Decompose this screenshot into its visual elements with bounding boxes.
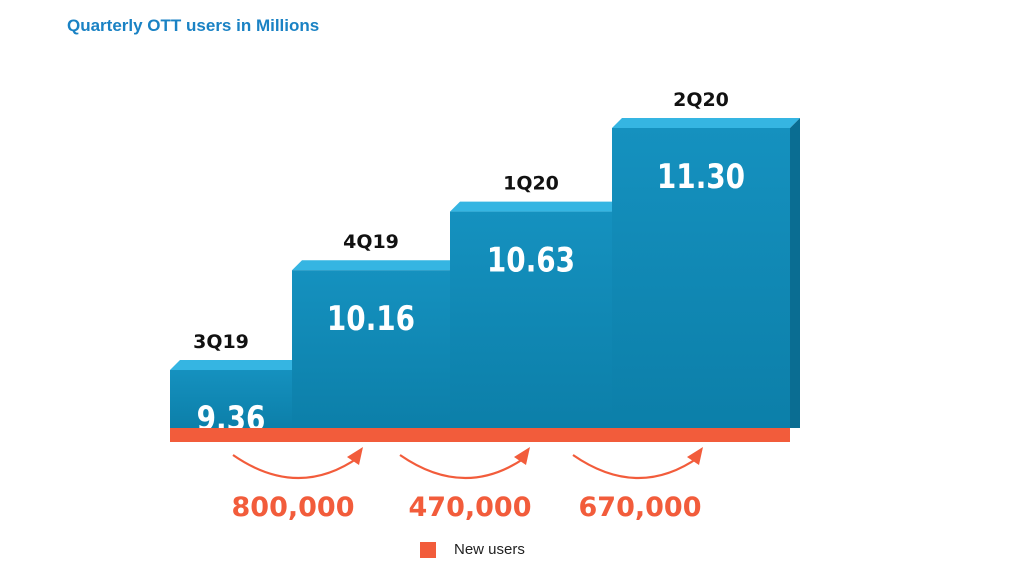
legend-label-new-users: New users <box>454 541 525 558</box>
legend: New users <box>420 541 525 558</box>
bar-4q19 <box>292 270 450 428</box>
category-label-4q19: 4Q19 <box>343 231 399 253</box>
bar-top-1q20 <box>450 201 622 212</box>
increment-arrow-3 <box>572 454 700 480</box>
bar-2q20 <box>612 128 790 428</box>
bar-1q20 <box>450 211 612 428</box>
bar-top-4q19 <box>292 260 460 271</box>
increment-arrow-2 <box>399 454 527 480</box>
increment-arrowhead-1 <box>347 447 363 465</box>
increment-arrowhead-3 <box>687 447 703 465</box>
increment-arrow-1 <box>232 454 360 480</box>
bar-top-2q20 <box>612 118 800 128</box>
increment-label-3: 670,000 <box>579 492 702 523</box>
bar-3q19 <box>170 370 292 428</box>
value-label-4q19: 10.16 <box>327 300 415 339</box>
category-label-1q20: 1Q20 <box>503 173 559 195</box>
value-label-1q20: 10.63 <box>487 241 575 280</box>
increment-label-2: 470,000 <box>409 492 532 523</box>
value-label-2q20: 11.30 <box>657 157 745 196</box>
increment-arrowhead-2 <box>514 447 530 465</box>
category-label-3q19: 3Q19 <box>193 331 249 353</box>
legend-swatch-new-users <box>420 541 436 558</box>
bar-top-3q19 <box>170 360 302 370</box>
bar-side-2q20 <box>790 118 800 428</box>
increment-label-1: 800,000 <box>232 492 355 523</box>
baseline-bar <box>170 428 790 442</box>
category-label-2q20: 2Q20 <box>673 89 729 111</box>
chart-title: Quarterly OTT users in Millions <box>67 16 320 35</box>
